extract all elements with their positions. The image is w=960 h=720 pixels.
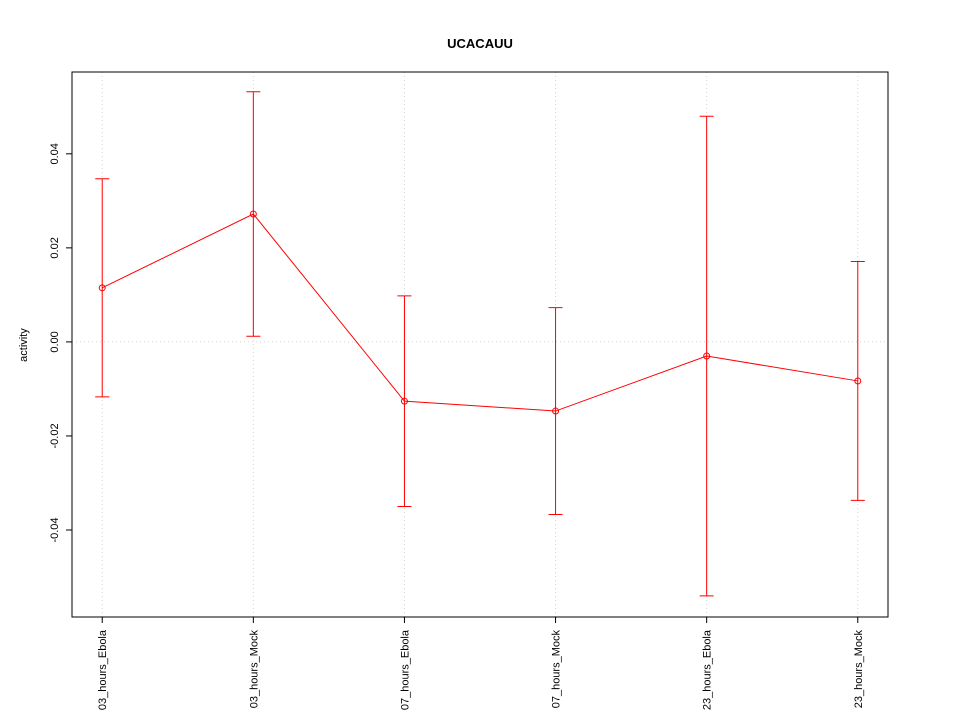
x-tick-label: 07_hours_Mock — [551, 630, 563, 709]
series-line — [102, 213, 858, 412]
x-tick-label: 03_hours_Mock — [248, 630, 260, 709]
point — [854, 377, 862, 385]
point — [98, 284, 106, 292]
error-bar — [95, 178, 110, 398]
point — [552, 407, 560, 415]
y-tick-label: -0.02 — [49, 423, 61, 448]
error-bar — [397, 295, 412, 507]
chart-title: UCACAUU — [447, 36, 513, 51]
point — [400, 397, 408, 405]
error-bar — [246, 91, 261, 337]
y-axis-label: activity — [18, 328, 30, 362]
point — [249, 210, 257, 218]
y-tick-label: 0.02 — [49, 237, 61, 258]
point — [703, 352, 711, 360]
y-tick-label: 0.04 — [49, 143, 61, 164]
error-bar — [548, 307, 563, 515]
y-tick-label: -0.04 — [49, 517, 61, 542]
x-tick-label: 23_hours_Mock — [853, 630, 865, 709]
plot-frame — [71, 71, 889, 618]
y-tick-label: 0.00 — [49, 331, 61, 352]
error-bar — [699, 115, 714, 597]
x-tick-label: 03_hours_Ebola — [97, 629, 109, 710]
x-tick-label: 23_hours_Ebola — [702, 629, 714, 710]
x-tick-label: 07_hours_Ebola — [399, 629, 411, 710]
error-bar — [850, 261, 865, 501]
